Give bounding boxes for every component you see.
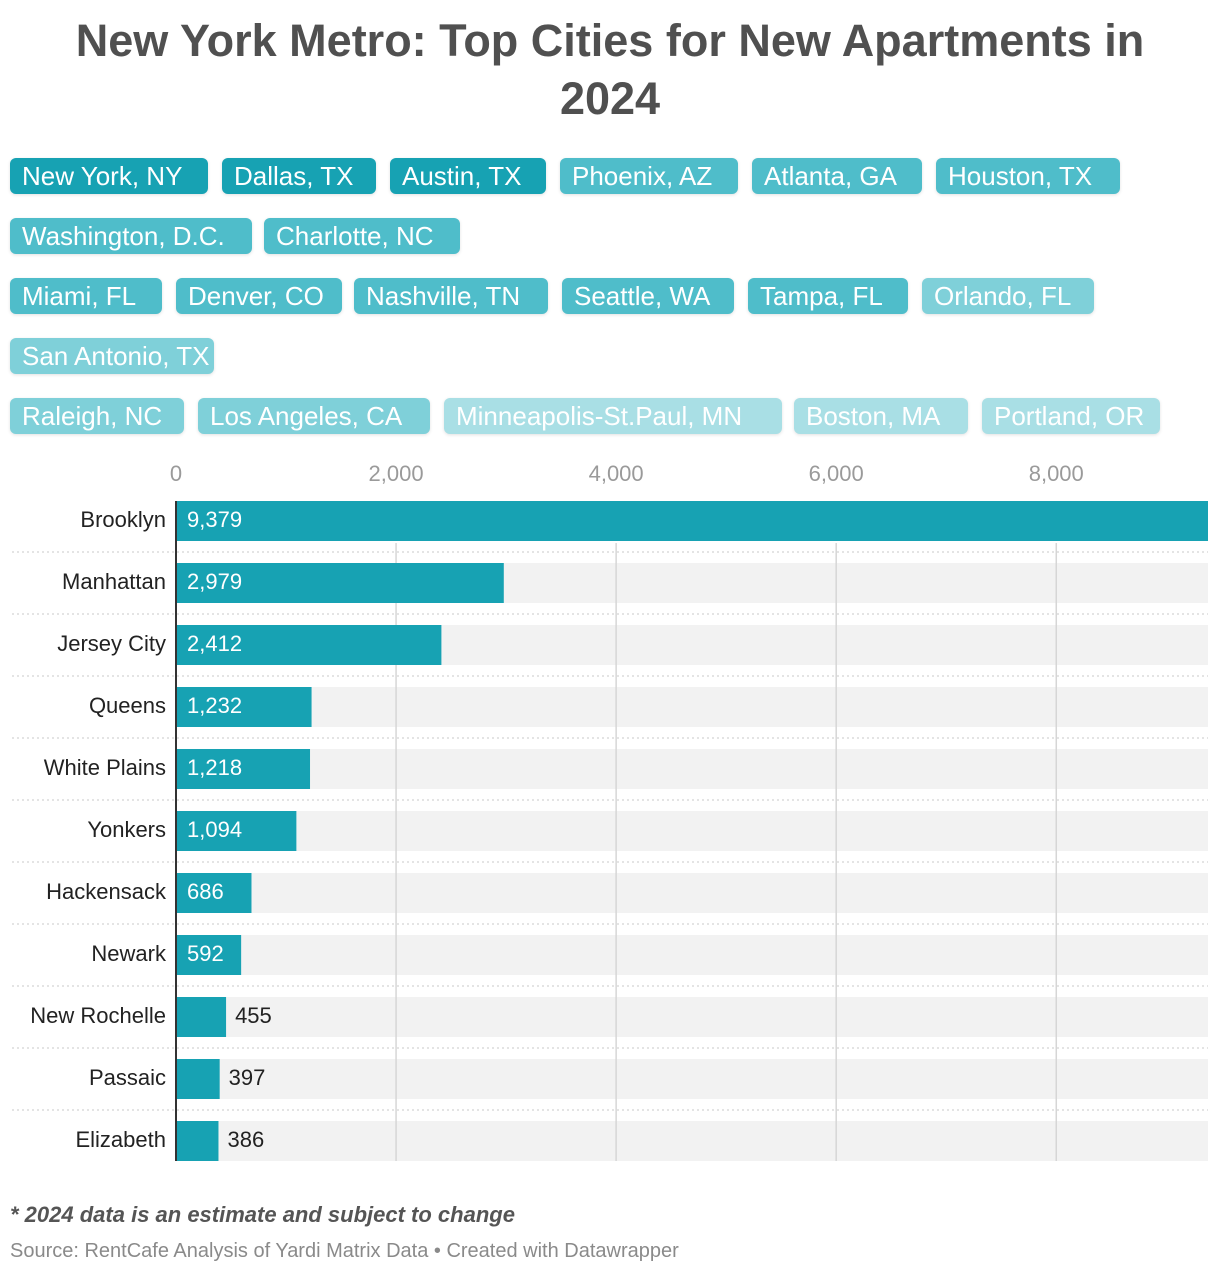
city-tab[interactable]: Houston, TX <box>936 158 1120 194</box>
x-tick-label: 4,000 <box>588 461 644 486</box>
bar-track <box>176 935 1208 975</box>
city-tab[interactable]: Boston, MA <box>794 398 968 434</box>
bar <box>176 563 504 603</box>
category-label: Newark <box>91 941 166 966</box>
bar <box>176 811 297 851</box>
source-credit: Source: RentCafe Analysis of Yardi Matri… <box>10 1240 679 1262</box>
city-tab[interactable]: Charlotte, NC <box>264 218 460 254</box>
x-tick-label: 6,000 <box>808 461 864 486</box>
city-tab[interactable]: Miami, FL <box>10 278 162 314</box>
category-label: Jersey City <box>57 631 166 656</box>
bar <box>176 1121 219 1161</box>
x-tick-label: 0 <box>169 461 183 486</box>
bar <box>176 501 1208 541</box>
category-label: Hackensack <box>46 879 166 904</box>
bar-track <box>176 1059 1208 1099</box>
city-tab[interactable]: Orlando, FL <box>922 278 1094 314</box>
category-label: Brooklyn <box>80 507 166 532</box>
category-label: New Rochelle <box>30 1003 166 1028</box>
city-tab[interactable]: Austin, TX <box>390 158 546 194</box>
bar <box>176 749 311 789</box>
category-label: White Plains <box>43 755 166 780</box>
city-tab[interactable]: Minneapolis-St.Paul, MN <box>444 398 782 434</box>
value-label: 455 <box>235 1003 272 1028</box>
x-tick-label: 2,000 <box>368 461 424 486</box>
city-tab[interactable]: Phoenix, AZ <box>560 158 738 194</box>
city-tab[interactable]: Los Angeles, CA <box>198 398 430 434</box>
city-tab[interactable]: San Antonio, TX <box>10 338 214 374</box>
value-label: 592 <box>187 941 224 966</box>
category-label: Queens <box>88 693 166 718</box>
city-tab[interactable]: Atlanta, GA <box>752 158 922 194</box>
bar-track <box>176 997 1208 1037</box>
value-label: 1,218 <box>187 755 243 780</box>
bar-track <box>176 1121 1208 1161</box>
bar <box>176 625 442 665</box>
category-label: Passaic <box>88 1065 166 1090</box>
value-label: 2,979 <box>187 569 243 594</box>
city-tab[interactable]: New York, NY <box>10 158 208 194</box>
bar-track <box>176 749 1208 789</box>
city-tab[interactable]: Portland, OR <box>982 398 1160 434</box>
bar <box>176 687 312 727</box>
city-tab[interactable]: Washington, D.C. <box>10 218 252 254</box>
category-label: Manhattan <box>62 569 166 594</box>
value-label: 1,094 <box>187 817 243 842</box>
bar <box>176 1059 220 1099</box>
footnote: * 2024 data is an estimate and subject t… <box>10 1202 515 1227</box>
value-label: 2,412 <box>187 631 243 656</box>
city-tab[interactable]: Dallas, TX <box>222 158 376 194</box>
city-tab[interactable]: Raleigh, NC <box>10 398 184 434</box>
value-label: 1,232 <box>187 693 243 718</box>
chart-title: New York Metro: Top Cities for New Apart… <box>75 15 1145 124</box>
city-tab[interactable]: Nashville, TN <box>354 278 548 314</box>
city-tab[interactable]: Tampa, FL <box>748 278 908 314</box>
bar-track <box>176 687 1208 727</box>
value-label: 686 <box>187 879 224 904</box>
value-label: 9,379 <box>187 507 243 532</box>
bar-track <box>176 811 1208 851</box>
x-tick-label: 8,000 <box>1028 461 1084 486</box>
bar-track <box>176 873 1208 913</box>
city-tab[interactable]: Seattle, WA <box>562 278 734 314</box>
value-label: 397 <box>228 1065 266 1090</box>
city-tab[interactable]: Denver, CO <box>176 278 342 314</box>
bar <box>176 935 242 975</box>
value-label: 386 <box>227 1127 265 1152</box>
bar <box>176 873 252 913</box>
category-label: Elizabeth <box>75 1127 166 1152</box>
bar-chart-svg <box>12 501 1208 1161</box>
bar-chart: 0 2,000 4,000 6,000 8,000 Brooklyn 9,379 Manhat… <box>0 455 1220 1175</box>
bar <box>176 997 227 1037</box>
category-label: Yonkers <box>87 817 166 842</box>
